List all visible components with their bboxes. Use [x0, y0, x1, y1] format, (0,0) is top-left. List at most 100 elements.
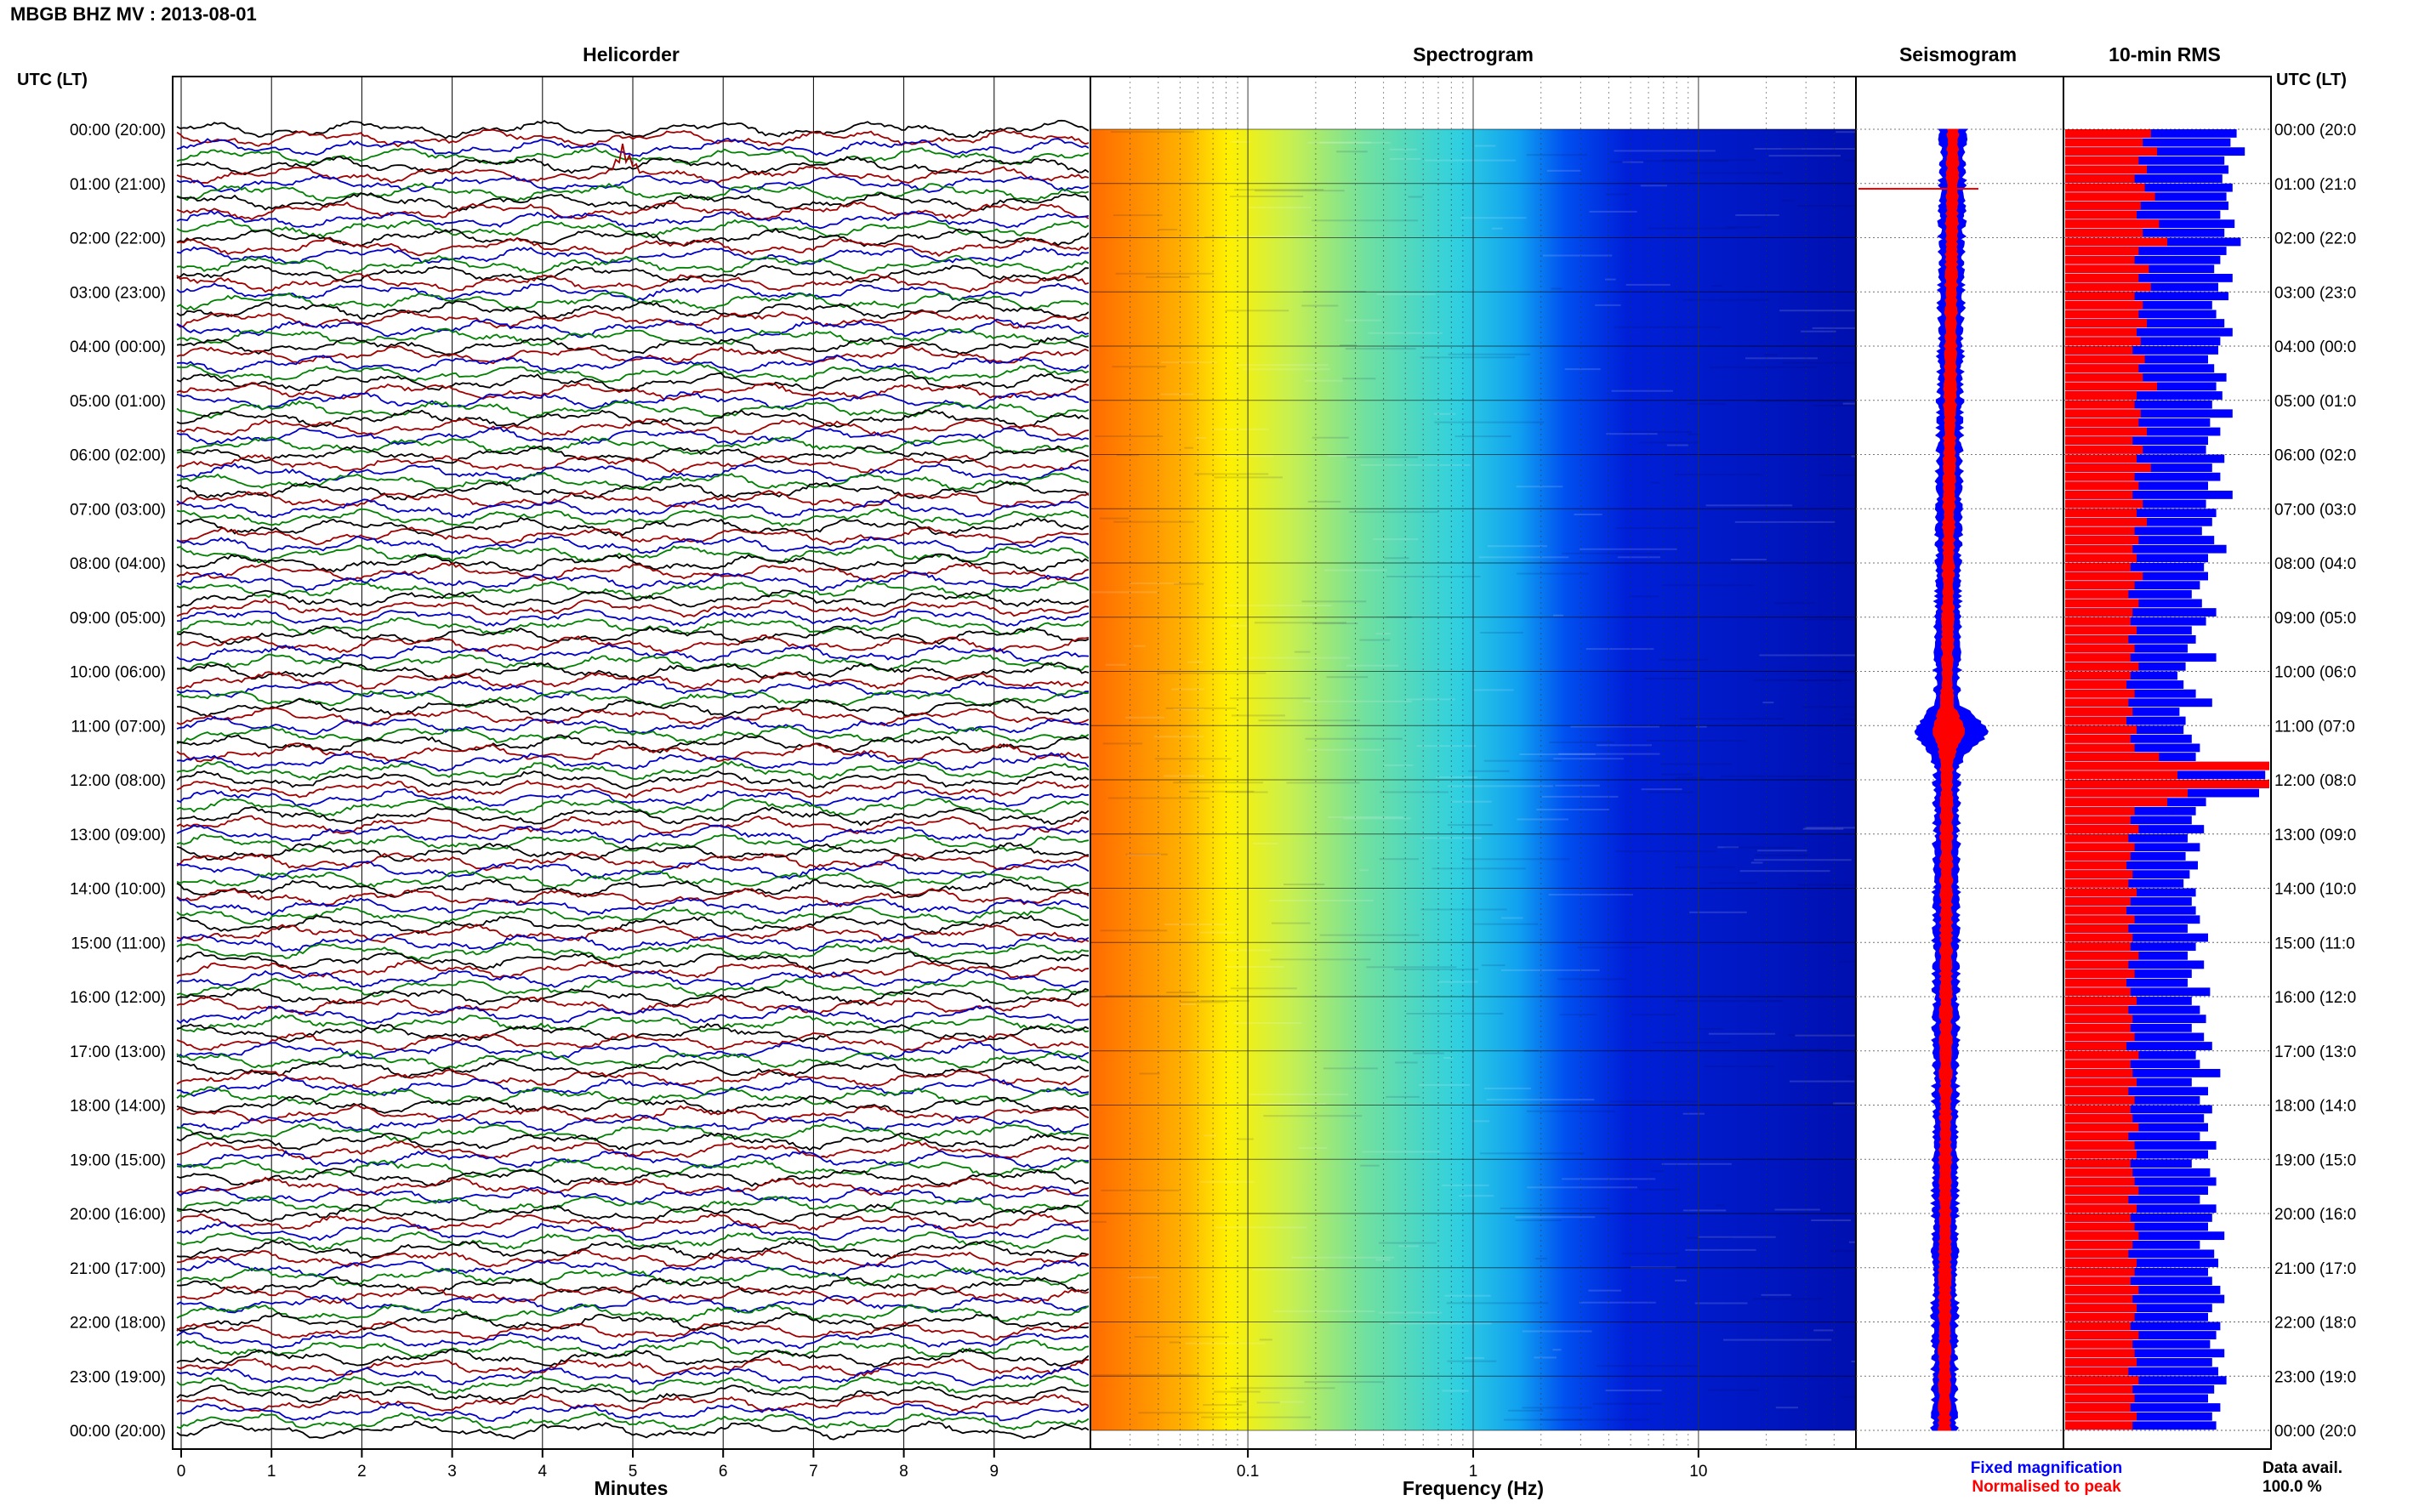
rms-bar-normalised [2065, 1231, 2139, 1241]
helicorder-trace [176, 445, 1089, 464]
spectrogram-streak [1257, 1401, 1305, 1403]
helicorder-trace [176, 1059, 1089, 1078]
helicorder-tick-label: 4 [538, 1463, 548, 1481]
spectrogram-streak [1717, 846, 1739, 849]
helicorder-trace [176, 861, 1089, 880]
rms-bar-fixed [2065, 1331, 2217, 1339]
helicorder-trace [176, 508, 1089, 528]
spectrogram-streak [1592, 1402, 1662, 1405]
rms-bar-normalised [2065, 319, 2147, 327]
spectrogram-streak [1609, 1100, 1699, 1103]
spectrogram-streak [1813, 1329, 1834, 1332]
spectrogram-streak [1099, 517, 1130, 520]
helicorder-trace [176, 1140, 1089, 1161]
rms-bar-fixed [2065, 1214, 2212, 1222]
helicorder-tick-label: 5 [629, 1463, 638, 1481]
helicorder-trace [176, 1221, 1089, 1242]
rms-bar-normalised [2065, 743, 2135, 753]
spectrogram-streak [1517, 572, 1589, 575]
spectrogram-streak [1549, 741, 1615, 743]
spectrogram-streak [1659, 658, 1710, 661]
spectrogram-streak [1437, 981, 1478, 983]
time-label-left: 20:00 (16:00) [70, 1206, 166, 1224]
rms-bar-fixed [2065, 635, 2196, 644]
helicorder-trace [176, 715, 1089, 736]
rms-bar-fixed [2065, 536, 2215, 544]
helicorder-trace [176, 797, 1089, 817]
helicorder-trace [176, 752, 1089, 772]
spectrogram-streak [1621, 1253, 1680, 1255]
spectrogram-streak [1527, 1110, 1615, 1112]
rms-bar-normalised [2065, 156, 2139, 165]
spectrogram-streak [1360, 1164, 1380, 1167]
rms-bar-normalised [2065, 237, 2167, 247]
rms-bar-fixed [2065, 138, 2231, 147]
rms-bar-normalised [2065, 680, 2126, 689]
spectrogram-streak [1555, 784, 1600, 787]
time-label-right: 16:00 (12:0 [2274, 989, 2356, 1007]
spectrogram-streak [1286, 782, 1360, 784]
data-avail-label: Data avail. [2262, 1459, 2342, 1477]
spectrogram-streak [1253, 843, 1278, 844]
spectrogram-streak [1312, 436, 1349, 439]
rms-bar-fixed [2065, 1249, 2215, 1259]
spectrogram-streak [1676, 776, 1704, 779]
rms-bar-fixed [2065, 202, 2228, 210]
rms-bar-normalised [2065, 1349, 2135, 1358]
helicorder-x-ticks: 0 1 2 3 4 5 6 7 8 9 [177, 1449, 999, 1481]
rms-bar-normalised [2065, 1322, 2131, 1331]
spectrogram-streak [1379, 1242, 1437, 1244]
spectrogram-streak [1169, 1341, 1181, 1344]
spectrogram-streak [1648, 227, 1737, 230]
spectrogram-streak [1478, 556, 1569, 559]
spectrogram-streak [1709, 366, 1818, 368]
spectrogram-streak [1158, 229, 1178, 230]
rms-bar-normalised [2065, 878, 2129, 888]
spectrogram-streak [1739, 870, 1830, 873]
spectrogram-streak [1442, 1184, 1489, 1186]
rms-bar-normalised [2065, 274, 2139, 282]
time-label-left: 02:00 (22:00) [70, 230, 166, 248]
helicorder-trace [176, 941, 1089, 962]
time-label-right: 00:00 (20:0 [2274, 1423, 2356, 1441]
spectrogram-streak [1154, 758, 1232, 760]
spectrogram-streak [1682, 1209, 1727, 1212]
helicorder-trace [176, 454, 1089, 474]
helicorder-trace [176, 310, 1089, 329]
spectrogram-streak [1447, 1360, 1497, 1362]
helicorder-tick-label: 7 [809, 1463, 818, 1481]
helicorder-trace [176, 608, 1089, 628]
spectrogram-streak [1231, 140, 1250, 143]
rms-bar-fixed [2065, 698, 2212, 708]
spectrogram-streak [1383, 764, 1414, 766]
spectrogram-streak [1641, 788, 1682, 791]
spectrogram-streak [1541, 795, 1619, 798]
right-time-labels: 00:00 (20:0 01:00 (21:0 02:00 (22:0 03:00 (… [2274, 122, 2356, 1441]
spectrogram-streak [1200, 931, 1235, 934]
rms-bar-fixed [2065, 1267, 2208, 1276]
spectrogram-streak [1723, 846, 1796, 849]
rms-bar-normalised [2065, 554, 2137, 563]
rms-bar-fixed [2065, 653, 2217, 662]
spectrogram-streak [1229, 697, 1311, 700]
spectrogram-streak [1259, 1339, 1272, 1341]
time-label-right: 18:00 (14:0 [2274, 1098, 2356, 1116]
rms-bar-normalised [2065, 138, 2143, 147]
spectrogram-streak [1223, 605, 1332, 606]
spectrogram-streak [1446, 1302, 1549, 1305]
spectrogram-streak [1522, 1407, 1592, 1409]
spectrogram-streak [1319, 141, 1371, 144]
helicorder-title: Helicorder [583, 43, 680, 65]
rms-bar-normalised [2065, 924, 2129, 933]
rms-bar-fixed [2065, 1042, 2212, 1050]
spectrogram-streak [1517, 818, 1568, 821]
helicorder-trace [176, 1384, 1089, 1404]
time-label-left: 16:00 (12:00) [70, 989, 166, 1007]
time-label-left: 03:00 (23:00) [70, 284, 166, 302]
helicorder-trace [176, 887, 1089, 908]
spectrogram-streak [1753, 1298, 1823, 1300]
spectrogram-streak [1113, 520, 1195, 523]
spectrogram-streak [1730, 559, 1767, 560]
rms-bar-fixed [2065, 1367, 2218, 1376]
spectrogram-streak [1661, 773, 1693, 776]
